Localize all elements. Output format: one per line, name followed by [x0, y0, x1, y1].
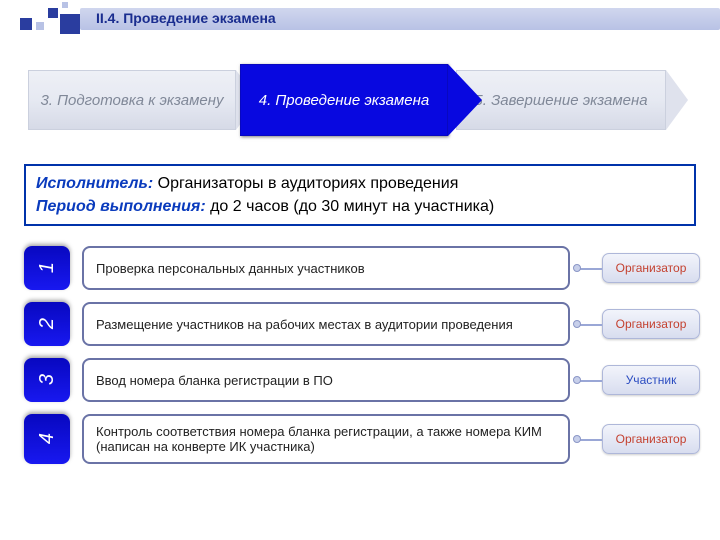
- step-number: 2: [24, 302, 70, 346]
- info-box: Исполнитель: Организаторы в аудиториях п…: [24, 164, 696, 226]
- step-number: 4: [24, 414, 70, 464]
- step-row: 3 Ввод номера бланка регистрации в ПО Уч…: [24, 358, 700, 402]
- step-text: Размещение участников на рабочих местах …: [82, 302, 570, 346]
- step-text: Проверка персональных данных участников: [82, 246, 570, 290]
- step-number: 3: [24, 358, 70, 402]
- stage-conduct: 4. Проведение экзамена: [240, 64, 468, 136]
- header: II.4. Проведение экзамена: [0, 0, 720, 36]
- role-pill: Организатор: [602, 424, 700, 454]
- stage-arrows: 3. Подготовка к экзамену 5. Завершение э…: [28, 64, 692, 140]
- role-pill: Участник: [602, 365, 700, 395]
- stage-label: 3. Подготовка к экзамену: [40, 92, 223, 109]
- step-row: 2 Размещение участников на рабочих места…: [24, 302, 700, 346]
- page-title: II.4. Проведение экзамена: [96, 10, 276, 26]
- step-row: 4 Контроль соответствия номера бланка ре…: [24, 414, 700, 464]
- stage-label: 4. Проведение экзамена: [240, 64, 448, 136]
- connector: [578, 302, 602, 346]
- role-pill: Организатор: [602, 309, 700, 339]
- stage-finish: 5. Завершение экзамена: [456, 70, 666, 130]
- stage-prep: 3. Подготовка к экзамену: [28, 70, 236, 130]
- connector: [578, 414, 602, 464]
- step-row: 1 Проверка персональных данных участнико…: [24, 246, 700, 290]
- step-text: Контроль соответствия номера бланка реги…: [82, 414, 570, 464]
- role-pill: Организатор: [602, 253, 700, 283]
- stage-label: 5. Завершение экзамена: [474, 92, 647, 109]
- step-text: Ввод номера бланка регистрации в ПО: [82, 358, 570, 402]
- executor-value: Организаторы в аудиториях проведения: [153, 175, 458, 192]
- period-label: Период выполнения:: [36, 198, 206, 215]
- executor-label: Исполнитель:: [36, 175, 153, 192]
- steps-list: 1 Проверка персональных данных участнико…: [24, 246, 700, 464]
- connector: [578, 246, 602, 290]
- step-number: 1: [24, 246, 70, 290]
- connector: [578, 358, 602, 402]
- period-value: до 2 часов (до 30 минут на участника): [206, 198, 495, 215]
